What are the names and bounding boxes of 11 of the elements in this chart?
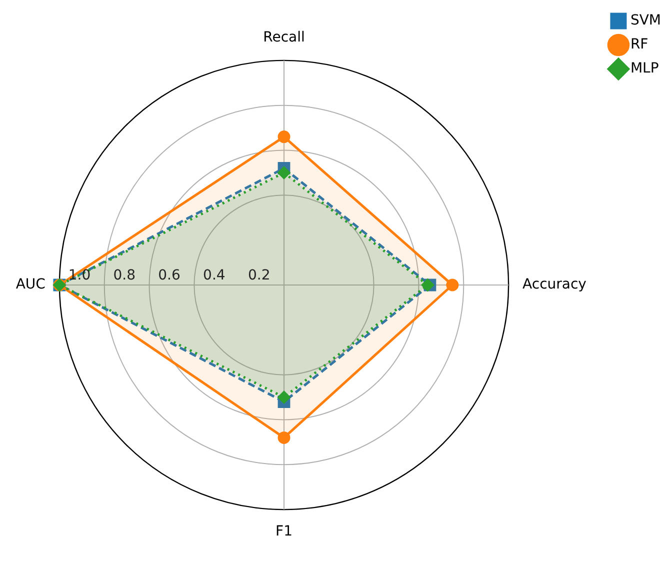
legend-label: SVM — [630, 12, 662, 29]
spoke-label: Accuracy — [522, 276, 586, 293]
y-tick-label: 0.8 — [113, 268, 136, 284]
legend-label: MLP — [630, 60, 659, 77]
spoke-label: Recall — [263, 30, 305, 46]
y-tick-label: 0.6 — [158, 268, 180, 284]
y-tick-label: 0.4 — [203, 268, 226, 284]
legend-label: RF — [630, 36, 648, 53]
spoke-label: AUC — [16, 276, 46, 293]
spoke-label: F1 — [276, 524, 292, 540]
y-tick-label: 0.2 — [248, 268, 270, 284]
